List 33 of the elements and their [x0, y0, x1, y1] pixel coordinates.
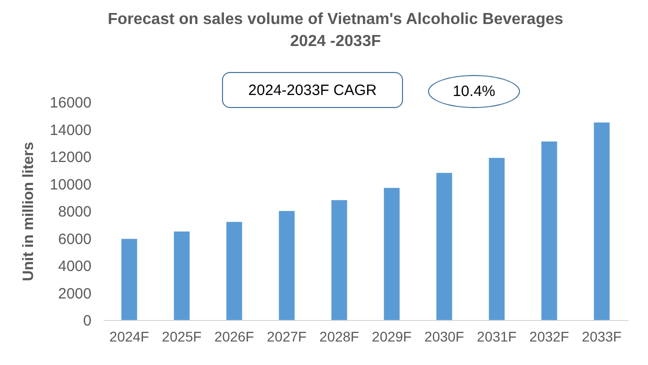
rounded-box: 2024-2033F CAGR — [222, 72, 403, 108]
bar — [121, 238, 138, 320]
chart-title: Forecast on sales volume of Vietnam's Alcoholic Beverages 2024 -2033F — [108, 11, 564, 50]
bar — [594, 122, 610, 320]
y-tick-label: 10000 — [50, 176, 92, 194]
y-tick-label: 16000 — [50, 94, 92, 112]
bar — [384, 188, 400, 320]
y-tick-label: 8000 — [58, 204, 92, 220]
x-tick-label: 2033F — [582, 328, 622, 344]
x-tick-label: 2030F — [424, 328, 464, 344]
bar — [541, 142, 558, 320]
x-tick-label: 2031F — [476, 328, 517, 344]
y-tick-label: 0 — [83, 312, 92, 330]
x-tick-label: 2027F — [266, 328, 307, 344]
bar — [226, 222, 242, 320]
bar — [278, 211, 295, 320]
bar — [436, 172, 452, 320]
y-axis-title: Unit in million liters — [20, 142, 37, 282]
x-tick-label: 2026F — [214, 328, 254, 344]
x-tick-label: 2024F — [109, 328, 150, 344]
y-tick-label: 2000 — [58, 285, 92, 302]
ellipse-outline: 10.4% — [428, 75, 520, 108]
bar — [331, 200, 348, 320]
y-tick-label: 6000 — [58, 230, 92, 248]
bar — [488, 158, 505, 320]
bar — [174, 231, 190, 320]
y-tick-label: 12000 — [50, 149, 92, 166]
x-tick-label: 2029F — [372, 328, 412, 344]
y-tick-label: 4000 — [58, 258, 92, 275]
x-tick-label: 2028F — [319, 328, 360, 344]
x-tick-label: 2032F — [529, 328, 570, 344]
x-tick-label: 2025F — [162, 328, 202, 344]
y-tick-label: 14000 — [50, 122, 92, 139]
